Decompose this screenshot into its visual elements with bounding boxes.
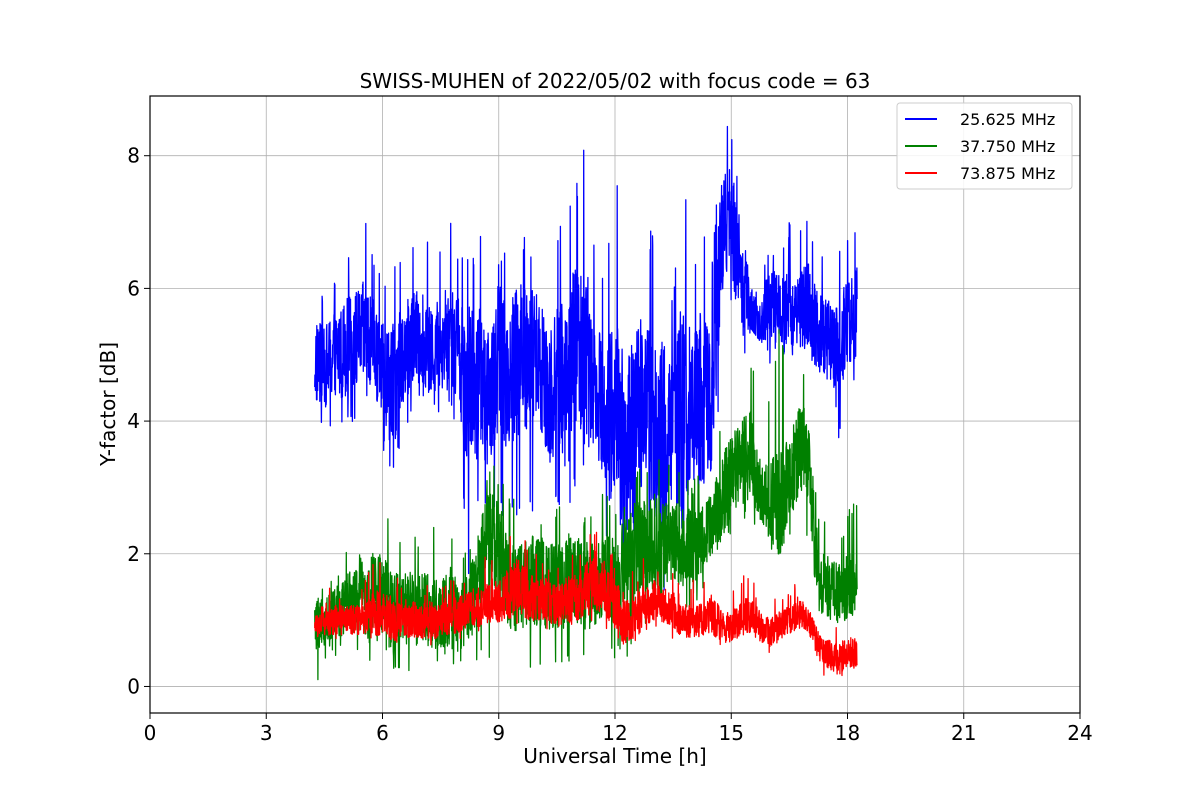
y-tick-label: 4: [127, 409, 140, 433]
x-tick-label: 0: [144, 721, 157, 745]
y-tick-label: 2: [127, 542, 140, 566]
x-tick-label: 6: [376, 721, 389, 745]
legend-entry: 73.875 MHz: [960, 164, 1055, 183]
chart-title: SWISS-MUHEN of 2022/05/02 with focus cod…: [360, 69, 871, 93]
y-tick-label: 6: [127, 276, 140, 300]
legend-entry: 25.625 MHz: [960, 110, 1055, 129]
y-axis-label: Y-factor [dB]: [96, 342, 120, 467]
x-tick-label: 9: [492, 721, 505, 745]
x-tick-label: 24: [1067, 721, 1092, 745]
x-tick-label: 21: [951, 721, 976, 745]
series-line-73-875-mhz: [314, 531, 858, 677]
x-tick-label: 3: [260, 721, 273, 745]
legend-entry: 37.750 MHz: [960, 137, 1055, 156]
series-layer: [314, 125, 858, 681]
legend: 25.625 MHz 37.750 MHz 73.875 MHz: [896, 102, 1073, 190]
x-tick-label: 15: [719, 721, 744, 745]
series-line-25-625-mhz: [314, 125, 858, 591]
y-tick-label: 8: [127, 144, 140, 168]
x-axis-label: Universal Time [h]: [523, 744, 706, 768]
x-tick-label: 12: [602, 721, 627, 745]
plot-area: [314, 125, 858, 681]
legend-box: [896, 102, 1073, 190]
y-tick-label: 0: [127, 674, 140, 698]
x-tick-label: 18: [835, 721, 860, 745]
